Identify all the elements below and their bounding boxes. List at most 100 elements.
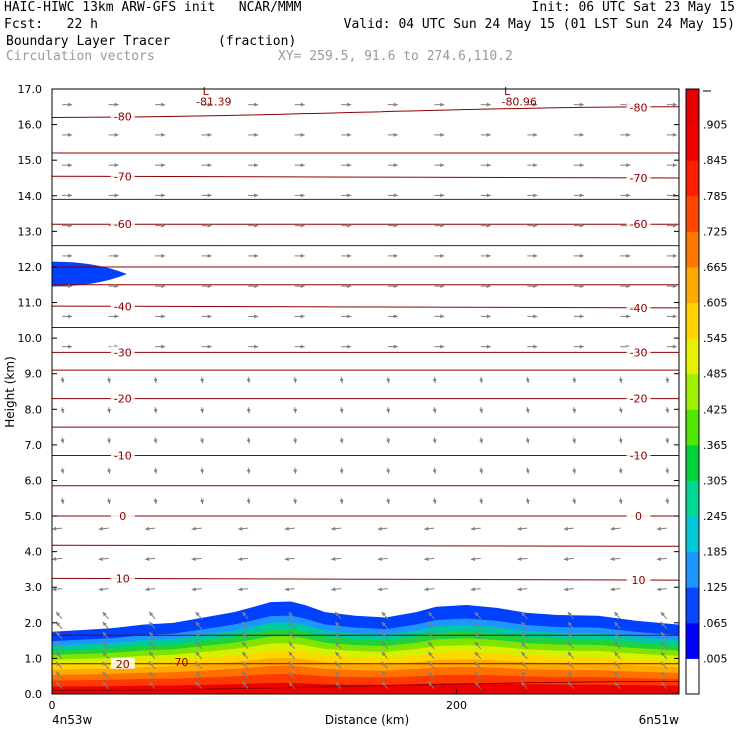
- circulation-vector: [665, 376, 670, 383]
- colorbar-swatch: [686, 658, 699, 695]
- circulation-vector: [387, 163, 398, 168]
- circulation-vector: [145, 557, 156, 562]
- y-tick-label: 9.0: [25, 368, 43, 381]
- circulation-vector: [284, 526, 295, 531]
- colorbar-label: .005: [703, 652, 728, 665]
- circulation-vector: [107, 497, 111, 504]
- colorbar-swatch: [686, 373, 699, 410]
- circulation-vector: [155, 223, 166, 228]
- circulation-vector: [294, 102, 305, 107]
- circulation-vector: [155, 253, 166, 258]
- colorbar-swatch: [686, 195, 699, 232]
- circulation-vector: [527, 314, 538, 319]
- circulation-vector: [248, 344, 259, 349]
- circulation-vector: [248, 314, 259, 319]
- circulation-vector: [573, 132, 584, 137]
- colorbar-label: .065: [703, 617, 728, 630]
- circulation-vector: [527, 132, 538, 137]
- circulation-vector: [381, 671, 389, 680]
- circulation-vector: [427, 641, 435, 650]
- circulation-vector: [55, 651, 63, 660]
- circulation-vector: [434, 314, 445, 319]
- circulation-vector: [573, 253, 584, 258]
- circulation-vector: [191, 526, 202, 531]
- circulation-vector: [377, 587, 388, 592]
- circulation-vector: [434, 344, 445, 349]
- circulation-vector: [470, 587, 481, 592]
- circulation-vector: [248, 102, 259, 107]
- circulation-vector: [62, 314, 73, 319]
- circulation-vector: [613, 631, 621, 640]
- temperature-contour: [52, 544, 679, 547]
- header-line1-left: HAIC-HIWC 13km ARW-GFS init NCAR/MMM: [4, 0, 302, 15]
- circulation-vector: [427, 671, 435, 680]
- circulation-vector: [620, 284, 631, 289]
- extrema-label: -81.39: [196, 95, 231, 108]
- svg-text:-60: -60: [630, 218, 648, 231]
- circulation-vector: [201, 314, 212, 319]
- circulation-vector: [427, 681, 435, 689]
- contour-label: -60: [626, 218, 651, 231]
- tracer-band: [52, 682, 679, 694]
- circulation-vector: [241, 681, 249, 689]
- circulation-vector: [567, 671, 575, 680]
- circulation-vector: [573, 314, 584, 319]
- circulation-vector-layer: [52, 102, 677, 689]
- colorbar-swatch: [686, 444, 699, 481]
- circulation-vector: [55, 611, 63, 620]
- circulation-vector: [102, 651, 110, 660]
- colorbar-swatch: [686, 231, 699, 268]
- circulation-vector: [148, 681, 156, 689]
- circulation-vector: [474, 651, 482, 660]
- circulation-vector: [424, 557, 435, 562]
- circulation-vector: [62, 284, 73, 289]
- circulation-vector: [334, 641, 342, 650]
- circulation-vector: [102, 631, 110, 640]
- circulation-vector: [294, 163, 305, 168]
- circulation-vector: [288, 681, 296, 689]
- circulation-vector: [479, 407, 484, 414]
- circulation-vector: [334, 651, 342, 660]
- circulation-vector: [474, 661, 482, 670]
- circulation-vector: [293, 376, 298, 383]
- circulation-vector: [108, 163, 119, 168]
- circulation-vector: [62, 163, 73, 168]
- circulation-vector: [55, 621, 63, 630]
- temperature-contour-layer: [52, 106, 679, 691]
- y-tick-label: 11.0: [18, 297, 43, 310]
- circulation-vector: [153, 407, 158, 414]
- circulation-vector: [288, 611, 296, 620]
- circulation-vector: [284, 557, 295, 562]
- contour-label: -20: [626, 392, 651, 406]
- circulation-vector: [153, 467, 158, 474]
- contour-label: -30: [110, 346, 135, 359]
- circulation-vector: [341, 102, 352, 107]
- circulation-vector: [341, 193, 352, 198]
- circulation-vector: [293, 407, 298, 414]
- circulation-vector: [334, 621, 342, 630]
- circulation-vector: [520, 671, 528, 680]
- circulation-vector: [527, 284, 538, 289]
- circulation-vector: [665, 407, 670, 414]
- contour-label-layer: 20 10 10 0 0 -10 -10 -20 -20 -30 -30 -40 -40 -60 -60 -7…: [110, 85, 651, 671]
- circulation-vector: [60, 467, 65, 474]
- circulation-vector: [573, 344, 584, 349]
- circulation-vector: [248, 132, 259, 137]
- circulation-vector: [660, 681, 668, 689]
- svg-text:0: 0: [635, 510, 642, 523]
- circulation-vector: [148, 611, 156, 620]
- colorbar-label: .905: [703, 119, 728, 132]
- circulation-vector: [341, 223, 352, 228]
- circulation-vector: [573, 193, 584, 198]
- circulation-vector: [62, 253, 73, 258]
- svg-text:-20: -20: [114, 393, 132, 406]
- circulation-vector: [108, 284, 119, 289]
- circulation-vector: [288, 651, 296, 660]
- circulation-vector: [480, 102, 491, 107]
- circulation-vector: [294, 314, 305, 319]
- circulation-vector: [381, 661, 389, 670]
- overlay-title: Circulation vectors: [6, 49, 155, 64]
- circulation-vector: [238, 526, 249, 531]
- circulation-vector: [386, 437, 391, 444]
- svg-text:-40: -40: [630, 302, 648, 315]
